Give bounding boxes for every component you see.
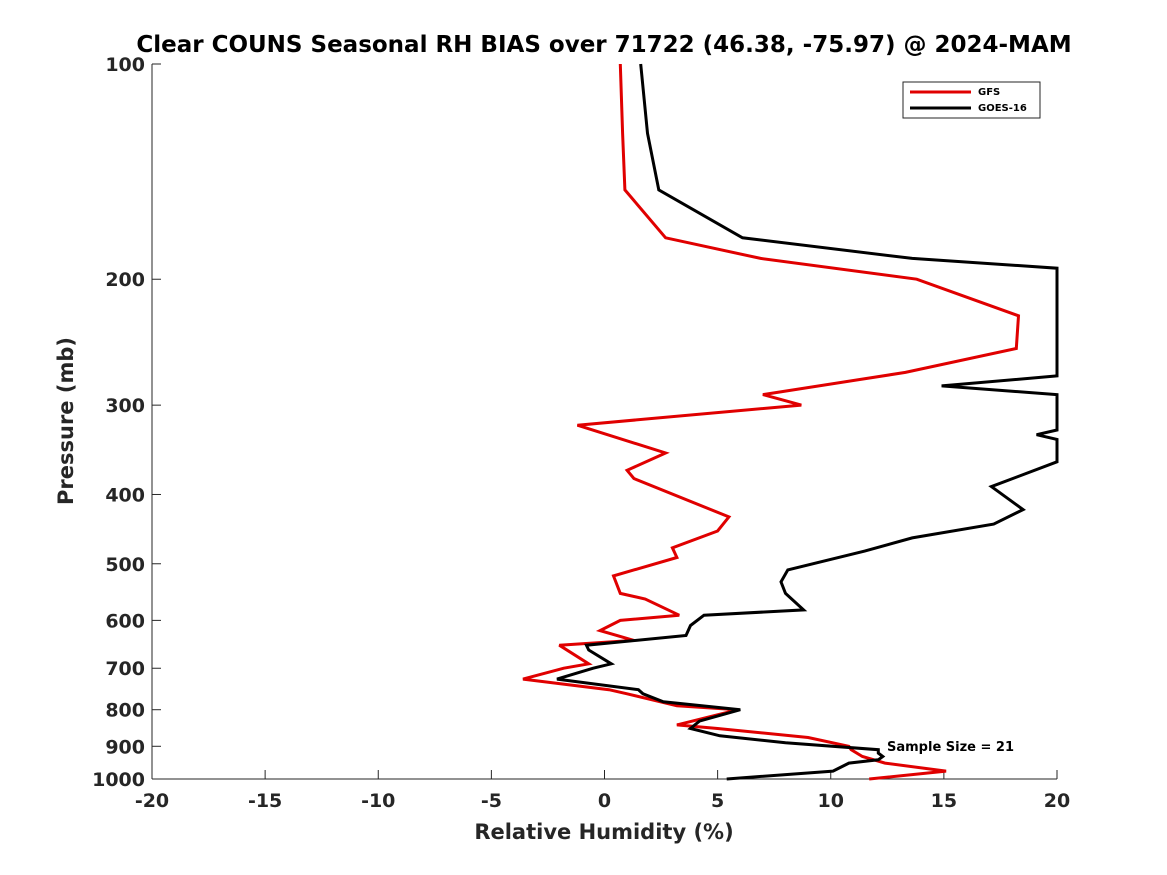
x-tick-label: 5 [711,790,724,812]
y-tick-label: 200 [105,269,145,291]
series-lines [522,63,1059,781]
x-tick-label: -20 [135,790,169,812]
series-line-goes-16 [556,63,1059,781]
y-tick-label: 400 [105,484,145,506]
y-tick-label: 800 [105,700,145,722]
chart-title: Clear COUNS Seasonal RH BIAS over 71722 … [136,32,1071,58]
y-tick-label: 1000 [92,769,145,791]
x-tick-label: 10 [818,790,844,812]
y-ticks: 100 200 300 400 500 600 700 800 900 1000 [92,54,161,791]
legend-label-gfs: GFS [978,87,1000,98]
y-tick-label: 900 [105,736,145,758]
x-axis-label: Relative Humidity (%) [474,820,733,844]
y-tick-label: 600 [105,610,145,632]
x-tick-label: 20 [1044,790,1070,812]
x-tick-label: -5 [481,790,502,812]
x-tick-label: 0 [598,790,611,812]
series-line-gfs [522,63,1021,781]
sample-size-annotation: Sample Size = 21 [887,740,1014,755]
legend-box [902,81,1041,119]
x-tick-label: -10 [361,790,395,812]
x-ticks: -20 -15 -10 -5 0 5 10 15 20 [135,770,1070,812]
y-axis-label: Pressure (mb) [54,337,78,505]
x-tick-label: -15 [248,790,282,812]
legend-label-goes16: GOES-16 [978,103,1027,114]
legend: GFS GOES-16 [902,81,1041,119]
x-tick-label: 15 [931,790,957,812]
y-tick-label: 500 [105,554,145,576]
y-tick-label: 700 [105,658,145,680]
y-tick-label: 300 [105,395,145,417]
y-tick-label: 100 [105,54,145,76]
